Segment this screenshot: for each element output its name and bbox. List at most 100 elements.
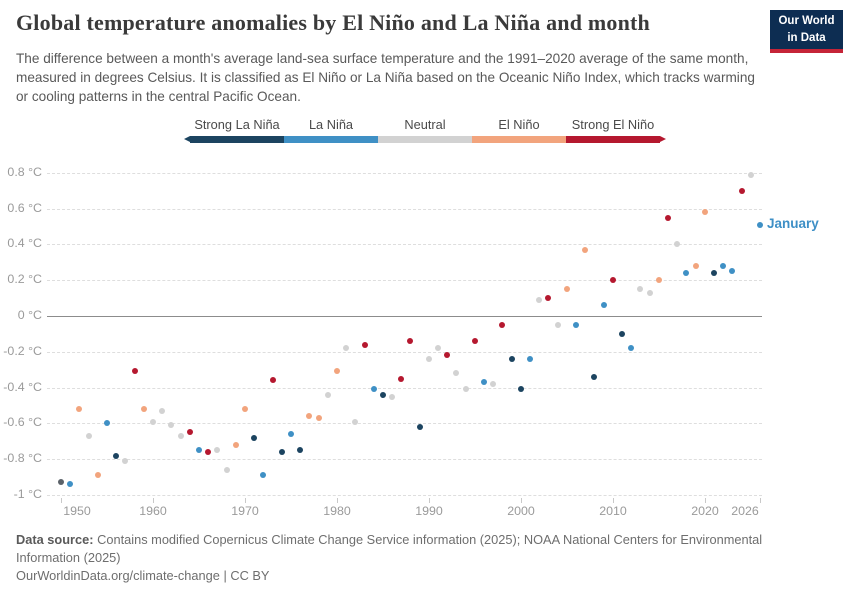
data-point-1964[interactable] <box>186 429 193 436</box>
y-axis-label-0: 0 °C <box>17 308 42 322</box>
data-point-1998[interactable] <box>499 321 506 328</box>
legend-segment-strong-el-nino[interactable] <box>566 136 660 143</box>
data-point-2019[interactable] <box>692 262 699 269</box>
data-point-1992[interactable] <box>444 352 451 359</box>
data-point-1999[interactable] <box>508 355 515 362</box>
data-point-1993[interactable] <box>453 370 460 377</box>
data-point-1988[interactable] <box>407 338 414 345</box>
data-point-1983[interactable] <box>361 341 368 348</box>
x-axis-tick-2020 <box>705 498 706 503</box>
data-point-1954[interactable] <box>94 472 101 479</box>
data-point-2010[interactable] <box>609 277 616 284</box>
data-point-2003[interactable] <box>545 295 552 302</box>
data-point-2005[interactable] <box>563 286 570 293</box>
gridline--0.2 <box>47 352 762 353</box>
data-point-1991[interactable] <box>435 345 442 352</box>
data-point-2012[interactable] <box>628 345 635 352</box>
legend-segment-neutral[interactable] <box>378 136 472 143</box>
data-point-1963[interactable] <box>177 432 184 439</box>
data-point-1956[interactable] <box>113 452 120 459</box>
data-point-2016[interactable] <box>665 214 671 221</box>
data-point-1970[interactable] <box>241 406 248 413</box>
data-point-2001[interactable] <box>527 355 534 362</box>
data-point-1985[interactable] <box>379 391 386 398</box>
data-point-2006[interactable] <box>573 321 580 328</box>
data-point-2023[interactable] <box>729 268 736 275</box>
data-point-2017[interactable] <box>674 241 681 248</box>
data-point-2004[interactable] <box>554 321 561 328</box>
data-point-2025[interactable] <box>747 171 754 178</box>
data-point-2007[interactable] <box>582 246 589 253</box>
data-point-1960[interactable] <box>149 418 156 425</box>
chart-subtitle: The difference between a month's average… <box>16 51 755 104</box>
data-point-1966[interactable] <box>205 449 212 456</box>
data-point-2009[interactable] <box>600 302 607 309</box>
data-point-1958[interactable] <box>131 368 138 375</box>
y-axis-label--0.8: -0.8 °C <box>3 451 42 465</box>
data-point-1962[interactable] <box>168 422 175 429</box>
x-axis-label-2020: 2020 <box>691 504 719 518</box>
data-point-1987[interactable] <box>398 375 405 382</box>
data-point-1972[interactable] <box>260 472 267 479</box>
data-point-1955[interactable] <box>103 420 110 427</box>
data-point-1990[interactable] <box>425 355 432 362</box>
data-point-1974[interactable] <box>278 449 285 456</box>
data-point-2021[interactable] <box>710 270 717 277</box>
data-point-1953[interactable] <box>85 432 92 439</box>
legend-segment-el-nino[interactable] <box>472 136 566 143</box>
data-point-2013[interactable] <box>637 286 644 293</box>
data-point-2024[interactable] <box>738 187 745 194</box>
data-point-1986[interactable] <box>389 393 396 400</box>
data-point-1980[interactable] <box>333 368 340 375</box>
data-point-1981[interactable] <box>343 345 350 352</box>
y-axis-label--0.4: -0.4 °C <box>3 380 42 394</box>
data-point-2000[interactable] <box>517 386 524 393</box>
data-point-1978[interactable] <box>315 415 322 422</box>
data-point-1975[interactable] <box>287 431 294 438</box>
owid-logo-line2: in Data <box>787 31 826 44</box>
data-point-1984[interactable] <box>370 386 377 393</box>
data-point-1950[interactable] <box>58 479 64 486</box>
data-point-1967[interactable] <box>214 447 221 454</box>
data-point-2020[interactable] <box>701 209 708 216</box>
data-point-2026[interactable] <box>756 221 763 228</box>
data-point-2018[interactable] <box>683 270 690 277</box>
data-source-line: Data source: Contains modified Copernicu… <box>16 531 764 567</box>
data-point-2008[interactable] <box>591 373 598 380</box>
data-point-2022[interactable] <box>720 262 727 269</box>
data-point-1982[interactable] <box>352 418 359 425</box>
data-point-1951[interactable] <box>67 481 74 488</box>
data-point-1996[interactable] <box>481 379 488 386</box>
data-point-2002[interactable] <box>536 296 543 303</box>
legend-segment-la-nina[interactable] <box>284 136 378 143</box>
zero-gridline <box>47 316 762 317</box>
data-source-label: Data source: <box>16 532 94 547</box>
data-point-1977[interactable] <box>306 413 313 420</box>
data-point-1957[interactable] <box>122 457 129 464</box>
data-point-1997[interactable] <box>490 381 497 388</box>
owid-logo[interactable]: Our World in Data <box>770 10 843 53</box>
data-point-2014[interactable] <box>646 289 653 296</box>
x-axis-tick-1990 <box>429 498 430 503</box>
data-point-2015[interactable] <box>655 277 662 284</box>
gridline-0.8 <box>47 173 762 174</box>
x-axis-label-2026: 2026 <box>731 504 759 518</box>
x-axis-tick-1980 <box>337 498 338 503</box>
data-point-1989[interactable] <box>416 423 423 430</box>
legend-left-arrow-icon <box>184 136 190 142</box>
data-point-1959[interactable] <box>140 406 147 413</box>
data-point-1961[interactable] <box>159 407 166 414</box>
data-point-1994[interactable] <box>462 386 469 393</box>
data-point-2011[interactable] <box>619 330 626 337</box>
data-point-1976[interactable] <box>297 447 304 454</box>
data-point-1952[interactable] <box>76 406 83 413</box>
data-point-1995[interactable] <box>471 338 478 345</box>
data-point-1969[interactable] <box>232 441 239 448</box>
data-point-1968[interactable] <box>223 466 230 473</box>
data-source-text: Contains modified Copernicus Climate Cha… <box>16 532 763 565</box>
data-point-1979[interactable] <box>324 391 331 398</box>
data-point-1973[interactable] <box>269 377 276 384</box>
legend-segment-strong-la-nina[interactable] <box>190 136 284 143</box>
data-point-1965[interactable] <box>195 447 202 454</box>
data-point-1971[interactable] <box>251 434 258 441</box>
